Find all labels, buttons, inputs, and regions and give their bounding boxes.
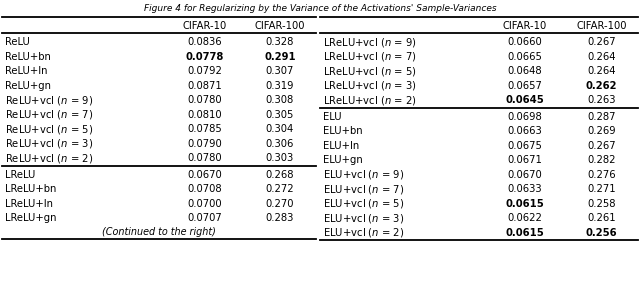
Text: 0.270: 0.270: [266, 199, 294, 209]
Text: 0.0780: 0.0780: [188, 153, 222, 163]
Text: LReLU+vcl ($n$ = 5): LReLU+vcl ($n$ = 5): [323, 65, 417, 78]
Text: 0.0675: 0.0675: [508, 141, 543, 151]
Text: CIFAR-10: CIFAR-10: [182, 21, 227, 31]
Text: LReLU+vcl ($n$ = 3): LReLU+vcl ($n$ = 3): [323, 79, 417, 92]
Text: ELU+ln: ELU+ln: [323, 141, 359, 151]
Text: 0.271: 0.271: [587, 184, 616, 194]
Text: 0.258: 0.258: [587, 199, 616, 209]
Text: LReLU+ln: LReLU+ln: [5, 199, 53, 209]
Text: 0.303: 0.303: [266, 153, 294, 163]
Text: 0.0698: 0.0698: [508, 112, 543, 122]
Text: ReLU+vcl ($n$ = 9): ReLU+vcl ($n$ = 9): [5, 94, 93, 107]
Text: ReLU+bn: ReLU+bn: [5, 52, 51, 62]
Text: ReLU+vcl ($n$ = 5): ReLU+vcl ($n$ = 5): [5, 123, 93, 136]
Text: 0.276: 0.276: [587, 170, 616, 180]
Text: ELU+vcl ($n$ = 9): ELU+vcl ($n$ = 9): [323, 168, 404, 181]
Text: 0.0657: 0.0657: [508, 81, 543, 91]
Text: ReLU+ln: ReLU+ln: [5, 66, 47, 76]
Text: 0.269: 0.269: [587, 126, 616, 136]
Text: ReLU+vcl ($n$ = 7): ReLU+vcl ($n$ = 7): [5, 108, 93, 121]
Text: LReLU+vcl ($n$ = 2): LReLU+vcl ($n$ = 2): [323, 94, 417, 107]
Text: 0.264: 0.264: [587, 52, 616, 62]
Text: ELU: ELU: [323, 112, 342, 122]
Text: 0.0707: 0.0707: [187, 213, 222, 223]
Text: 0.0871: 0.0871: [187, 81, 222, 91]
Text: CIFAR-100: CIFAR-100: [576, 21, 627, 31]
Text: LReLU+vcl ($n$ = 9): LReLU+vcl ($n$ = 9): [323, 36, 417, 49]
Text: 0.283: 0.283: [266, 213, 294, 223]
Text: 0.0633: 0.0633: [508, 184, 543, 194]
Text: 0.256: 0.256: [586, 228, 617, 238]
Text: ELU+vcl ($n$ = 5): ELU+vcl ($n$ = 5): [323, 197, 404, 210]
Text: 0.287: 0.287: [587, 112, 616, 122]
Text: 0.263: 0.263: [587, 95, 616, 105]
Text: 0.0648: 0.0648: [508, 66, 543, 76]
Text: 0.0790: 0.0790: [187, 139, 222, 149]
Text: 0.308: 0.308: [266, 95, 294, 105]
Text: Figure 4 for Regularizing by the Variance of the Activations' Sample-Variances: Figure 4 for Regularizing by the Varianc…: [144, 4, 496, 13]
Text: 0.304: 0.304: [266, 124, 294, 134]
Text: 0.0792: 0.0792: [187, 66, 222, 76]
Text: 0.272: 0.272: [266, 184, 294, 194]
Text: ReLU+vcl ($n$ = 2): ReLU+vcl ($n$ = 2): [5, 152, 93, 165]
Text: 0.328: 0.328: [266, 37, 294, 47]
Text: ELU+vcl ($n$ = 2): ELU+vcl ($n$ = 2): [323, 226, 404, 239]
Text: 0.0615: 0.0615: [506, 228, 545, 238]
Text: (Continued to the right): (Continued to the right): [102, 227, 216, 237]
Text: 0.267: 0.267: [587, 37, 616, 47]
Text: LReLU+gn: LReLU+gn: [5, 213, 56, 223]
Text: ReLU+vcl ($n$ = 3): ReLU+vcl ($n$ = 3): [5, 137, 93, 150]
Text: ELU+vcl ($n$ = 7): ELU+vcl ($n$ = 7): [323, 183, 404, 196]
Text: LReLU: LReLU: [5, 170, 35, 180]
Text: 0.0836: 0.0836: [188, 37, 222, 47]
Text: 0.0665: 0.0665: [508, 52, 543, 62]
Text: 0.0645: 0.0645: [506, 95, 545, 105]
Text: 0.0778: 0.0778: [186, 52, 224, 62]
Text: 0.305: 0.305: [266, 110, 294, 120]
Text: 0.0671: 0.0671: [508, 155, 543, 165]
Text: 0.264: 0.264: [587, 66, 616, 76]
Text: CIFAR-100: CIFAR-100: [255, 21, 305, 31]
Text: 0.306: 0.306: [266, 139, 294, 149]
Text: 0.268: 0.268: [266, 170, 294, 180]
Text: 0.319: 0.319: [266, 81, 294, 91]
Text: 0.0660: 0.0660: [508, 37, 543, 47]
Text: 0.0670: 0.0670: [187, 170, 222, 180]
Text: 0.307: 0.307: [266, 66, 294, 76]
Text: 0.0780: 0.0780: [188, 95, 222, 105]
Text: 0.0615: 0.0615: [506, 199, 545, 209]
Text: CIFAR-10: CIFAR-10: [503, 21, 547, 31]
Text: ELU+gn: ELU+gn: [323, 155, 363, 165]
Text: ELU+vcl ($n$ = 3): ELU+vcl ($n$ = 3): [323, 212, 404, 225]
Text: 0.282: 0.282: [587, 155, 616, 165]
Text: 0.261: 0.261: [587, 213, 616, 223]
Text: ReLU+gn: ReLU+gn: [5, 81, 51, 91]
Text: 0.0708: 0.0708: [188, 184, 222, 194]
Text: 0.0700: 0.0700: [188, 199, 222, 209]
Text: ReLU: ReLU: [5, 37, 30, 47]
Text: 0.0622: 0.0622: [508, 213, 543, 223]
Text: LReLU+bn: LReLU+bn: [5, 184, 56, 194]
Text: LReLU+vcl ($n$ = 7): LReLU+vcl ($n$ = 7): [323, 50, 417, 63]
Text: 0.0810: 0.0810: [188, 110, 222, 120]
Text: 0.262: 0.262: [586, 81, 617, 91]
Text: 0.0663: 0.0663: [508, 126, 543, 136]
Text: 0.291: 0.291: [264, 52, 296, 62]
Text: 0.0670: 0.0670: [508, 170, 543, 180]
Text: 0.0785: 0.0785: [187, 124, 222, 134]
Text: 0.267: 0.267: [587, 141, 616, 151]
Text: ELU+bn: ELU+bn: [323, 126, 363, 136]
